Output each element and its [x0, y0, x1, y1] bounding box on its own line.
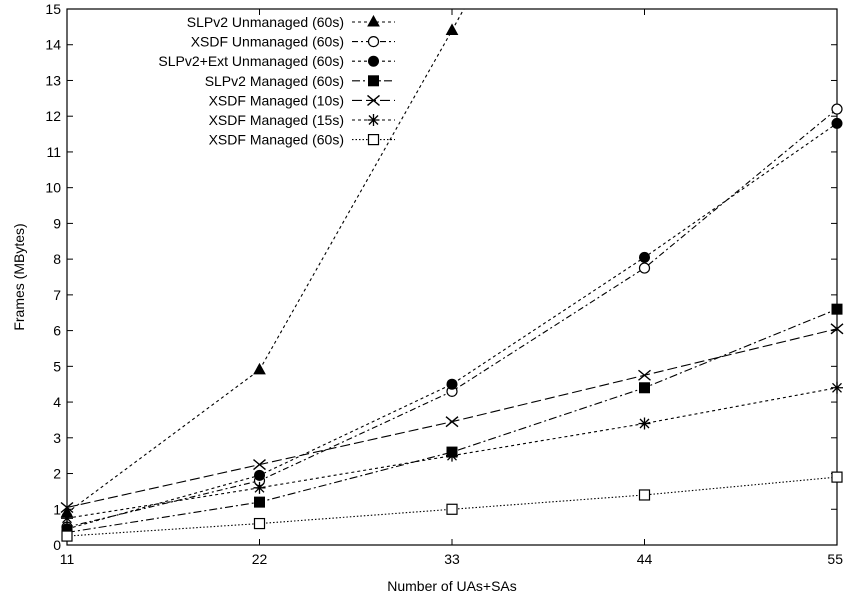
- series-layer: [60, 9, 844, 542]
- y-tick-label: 12: [45, 108, 61, 124]
- series-5: [60, 323, 844, 514]
- y-tick-label: 2: [53, 466, 61, 482]
- y-tick-label: 15: [45, 1, 61, 17]
- y-tick-label: 3: [53, 430, 61, 446]
- plot-border: [66, 8, 838, 546]
- x-tick-label: 22: [252, 551, 268, 567]
- data-point-filled-circle: [446, 378, 458, 390]
- series-line: [67, 308, 837, 534]
- data-point-filled-square: [639, 382, 650, 394]
- y-tick-label: 10: [45, 180, 61, 196]
- series-line: [67, 328, 837, 509]
- series-7: [61, 471, 843, 542]
- legend-label: XSDF Unmanaged (60s): [191, 34, 344, 50]
- legend-entry: XSDF Managed (10s): [209, 92, 395, 108]
- y-tick-label: 9: [53, 215, 61, 231]
- data-point-asterisk: [253, 481, 266, 494]
- series-line: [67, 9, 465, 514]
- data-point-filled-square: [831, 303, 843, 315]
- x-tick-label: 11: [60, 551, 75, 567]
- y-tick-label: 0: [53, 537, 61, 553]
- series-3: [61, 117, 843, 535]
- data-point-x: [638, 369, 651, 381]
- x-tick-label: 44: [637, 551, 653, 567]
- legend-entry: XSDF Managed (15s): [209, 112, 395, 128]
- data-point-open-circle: [831, 103, 843, 115]
- y-tick-label: 8: [53, 251, 61, 267]
- data-point-triangle: [367, 14, 380, 27]
- data-point-x: [367, 94, 380, 106]
- data-point-open-square: [831, 471, 843, 483]
- data-point-x: [253, 459, 266, 471]
- data-point-asterisk: [446, 449, 458, 462]
- data-point-open-square: [253, 517, 266, 530]
- legend-label: XSDF Managed (10s): [209, 92, 344, 108]
- data-point-open-square: [61, 530, 73, 542]
- data-point-filled-circle: [831, 117, 843, 129]
- series-line: [67, 122, 837, 530]
- y-tick-label: 13: [45, 72, 61, 88]
- plot-frame: [66, 8, 838, 546]
- data-point-open-circle: [367, 35, 380, 48]
- series-1: [60, 9, 465, 518]
- data-point-open-square: [367, 134, 380, 146]
- legend-entry: XSDF Managed (60s): [209, 132, 395, 148]
- data-point-filled-circle: [368, 55, 379, 67]
- legend-entry: SLPv2 Managed (60s): [205, 73, 395, 89]
- legend-entry: XSDF Unmanaged (60s): [191, 34, 395, 50]
- series-6: [61, 381, 843, 525]
- legend-entry: SLPv2+Ext Unmanaged (60s): [158, 53, 395, 69]
- legend-entry: SLPv2 Unmanaged (60s): [187, 14, 395, 30]
- data-point-open-circle: [638, 262, 651, 274]
- x-axis-ticks: 11 22 33 44 55: [60, 9, 843, 567]
- x-tick-label: 33: [444, 551, 460, 567]
- data-point-open-square: [446, 503, 458, 515]
- series-2: [61, 103, 843, 533]
- legend-label: SLPv2 Managed (60s): [205, 73, 344, 89]
- data-point-asterisk: [367, 114, 380, 126]
- series-line: [67, 108, 837, 528]
- data-point-x: [830, 323, 844, 335]
- x-tick-label: 55: [827, 551, 843, 567]
- data-point-x: [60, 501, 74, 514]
- y-tick-label: 5: [53, 358, 61, 374]
- data-point-asterisk: [61, 512, 73, 525]
- y-tick-label: 6: [53, 323, 61, 339]
- y-tick-label: 7: [53, 287, 61, 303]
- y-tick-label: 4: [53, 394, 61, 410]
- data-point-asterisk: [831, 381, 843, 394]
- legend-label: SLPv2+Ext Unmanaged (60s): [158, 53, 344, 69]
- legend-label: XSDF Managed (60s): [209, 132, 344, 148]
- y-axis-title: Frames (MBytes): [11, 223, 27, 330]
- data-point-open-square: [638, 489, 651, 501]
- data-point-triangle: [445, 23, 459, 35]
- legend: SLPv2 Unmanaged (60s) XSDF Unmanaged (60s…: [158, 14, 395, 148]
- data-point-filled-circle: [639, 251, 650, 263]
- data-point-triangle: [253, 362, 266, 375]
- legend-label: SLPv2 Unmanaged (60s): [187, 14, 344, 30]
- x-axis-title: Number of UAs+SAs: [387, 578, 517, 594]
- data-point-filled-square: [368, 75, 379, 87]
- y-tick-label: 11: [46, 144, 61, 160]
- data-point-asterisk: [638, 417, 651, 430]
- data-point-filled-square: [254, 496, 265, 508]
- y-tick-label: 14: [45, 37, 61, 53]
- legend-label: XSDF Managed (15s): [209, 112, 344, 128]
- data-point-filled-circle: [254, 469, 265, 481]
- y-tick-label: 1: [53, 501, 61, 517]
- data-point-x: [445, 416, 459, 428]
